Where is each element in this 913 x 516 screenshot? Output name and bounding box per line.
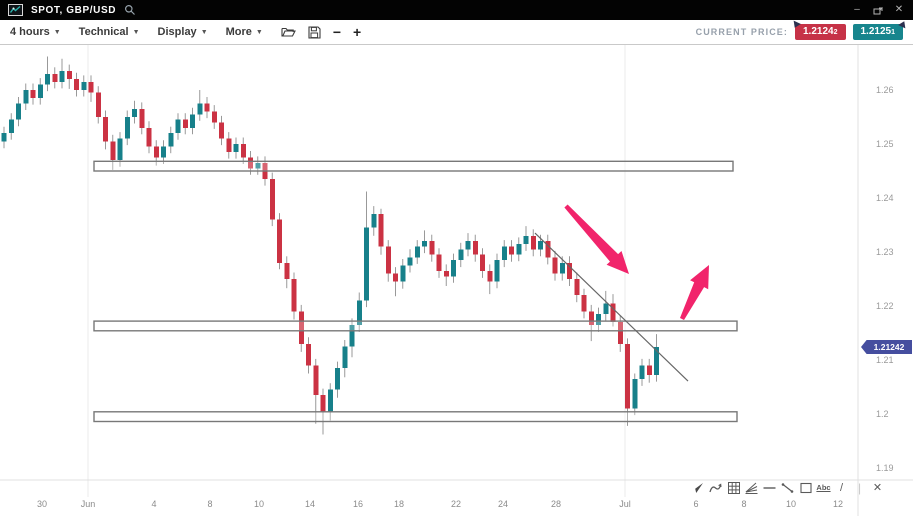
time-tick-label: 30 <box>36 499 48 509</box>
display-dropdown[interactable]: Display ▼ <box>157 26 208 38</box>
price-tick-label: 1.21 <box>876 355 894 365</box>
time-tick-label: 28 <box>550 499 562 509</box>
save-button[interactable] <box>308 25 321 39</box>
rectangle-tool-button[interactable] <box>798 480 813 496</box>
window-controls: – ✕ <box>851 4 905 16</box>
pointer-icon <box>694 482 703 493</box>
time-tick-label: 6 <box>693 499 699 509</box>
rectangle-icon <box>799 482 812 493</box>
ask-price-badge[interactable]: 1.2125 1 <box>852 19 908 40</box>
last-price-tag: 1.21242 <box>861 340 912 354</box>
technical-dropdown[interactable]: Technical ▼ <box>78 26 140 38</box>
bid-price-badge[interactable]: 1.2124 2 <box>791 20 846 40</box>
horizontal-line-icon <box>763 486 776 489</box>
time-tick-label: 8 <box>207 499 213 509</box>
price-tick-label: 1.2 <box>876 409 889 419</box>
chevron-down-icon: ▼ <box>255 28 263 36</box>
price-tick-label: 1.23 <box>876 247 894 257</box>
curve-arrow-icon <box>709 483 722 492</box>
save-icon <box>308 25 321 39</box>
grid-tool-button[interactable] <box>726 480 741 496</box>
search-icon[interactable] <box>124 4 136 16</box>
time-tick-label: Jul <box>619 499 631 509</box>
zoom-in-button[interactable]: + <box>353 24 362 40</box>
time-tick-label: 16 <box>352 499 364 509</box>
price-tick-label: 1.25 <box>876 139 894 149</box>
price-tick-label: 1.26 <box>876 85 894 95</box>
text-tool-button[interactable]: Abc <box>816 483 831 492</box>
curve-tool-button[interactable] <box>708 480 723 496</box>
chevron-down-icon: ▼ <box>200 28 208 36</box>
title-bar: SPOT, GBP/USD – ✕ <box>0 0 913 20</box>
horizontal-line-tool-button[interactable] <box>762 480 777 496</box>
zoom-out-button[interactable]: − <box>332 24 342 40</box>
open-folder-button[interactable] <box>281 26 296 38</box>
time-tick-label: Jun <box>80 499 96 509</box>
open-folder-icon <box>281 27 296 37</box>
current-price-area: CURRENT PRICE: 1.2124 2 1.2125 1 <box>695 19 908 40</box>
minimize-button[interactable]: – <box>854 4 860 15</box>
app-logo-icon <box>8 4 23 16</box>
restore-button[interactable] <box>872 4 884 16</box>
close-button[interactable]: ✕ <box>894 4 904 15</box>
close-toolbar-button[interactable]: ✕ <box>872 482 883 494</box>
current-price-label: CURRENT PRICE: <box>695 27 788 37</box>
trend-fan-icon <box>745 482 758 494</box>
time-tick-label: 4 <box>151 499 157 509</box>
more-dropdown[interactable]: More ▼ <box>225 26 263 38</box>
time-tick-label: 8 <box>741 499 747 509</box>
chevron-down-icon: ▼ <box>132 28 140 36</box>
price-tick-label: 1.22 <box>876 301 894 311</box>
time-tick-label: 18 <box>393 499 405 509</box>
ask-marker-icon <box>898 19 908 29</box>
toolbar-separator: | <box>857 480 862 495</box>
chart-toolbar: 4 hours ▼ Technical ▼ Display ▼ More ▼ <box>0 19 913 45</box>
time-tick-label: 12 <box>832 499 844 509</box>
time-tick-label: 14 <box>304 499 316 509</box>
trend-line-tool-button[interactable] <box>780 480 795 496</box>
trend-line-icon <box>781 482 794 493</box>
time-tick-label: 10 <box>785 499 797 509</box>
drawing-toolbar: Abc / | ✕ <box>690 478 885 497</box>
bid-marker-icon <box>791 20 801 30</box>
restore-icon <box>873 6 883 14</box>
timeframe-dropdown[interactable]: 4 hours ▼ <box>10 26 61 38</box>
candlestick-chart[interactable] <box>0 45 913 516</box>
grid-icon <box>727 481 740 494</box>
price-tick-label: 1.24 <box>876 193 894 203</box>
price-tick-label: 1.19 <box>876 463 894 473</box>
line-tool-button[interactable]: / <box>839 481 844 494</box>
time-tick-label: 24 <box>497 499 509 509</box>
time-tick-label: 22 <box>450 499 462 509</box>
time-tick-label: 10 <box>253 499 265 509</box>
symbol-title: SPOT, GBP/USD <box>31 4 117 16</box>
trend-fan-tool-button[interactable] <box>744 480 759 496</box>
pointer-tool-button[interactable] <box>690 480 705 496</box>
chevron-down-icon: ▼ <box>53 28 61 36</box>
